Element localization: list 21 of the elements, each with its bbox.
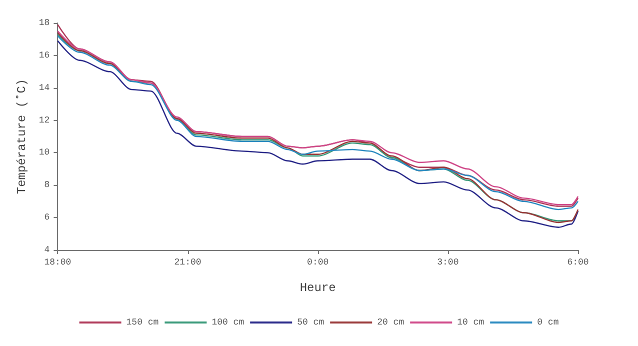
legend-label: 100 cm bbox=[212, 318, 244, 328]
x-tick-label: 21:00 bbox=[174, 258, 202, 268]
y-tick-label: 12 bbox=[38, 115, 50, 126]
y-tick-label: 6 bbox=[44, 212, 50, 223]
y-axis-title: Température (˚C) bbox=[15, 78, 29, 194]
y-tick-label: 18 bbox=[38, 18, 50, 28]
x-tick-label: 0:00 bbox=[307, 258, 329, 268]
x-axis-title: Heure bbox=[300, 281, 336, 295]
x-tick-label: 3:00 bbox=[437, 258, 459, 268]
x-tick-label: 6:00 bbox=[567, 258, 589, 268]
legend-label: 0 cm bbox=[537, 318, 559, 328]
y-tick-label: 8 bbox=[44, 180, 50, 190]
y-tick-label: 4 bbox=[44, 245, 50, 255]
legend-label: 150 cm bbox=[126, 318, 159, 328]
legend-label: 50 cm bbox=[297, 318, 324, 328]
legend-label: 20 cm bbox=[377, 318, 404, 328]
y-tick-label: 10 bbox=[38, 148, 50, 158]
y-tick-label: 16 bbox=[38, 50, 50, 60]
legend-label: 10 cm bbox=[457, 318, 484, 328]
x-tick-label: 18:00 bbox=[44, 258, 72, 268]
y-tick-label: 14 bbox=[38, 82, 50, 93]
